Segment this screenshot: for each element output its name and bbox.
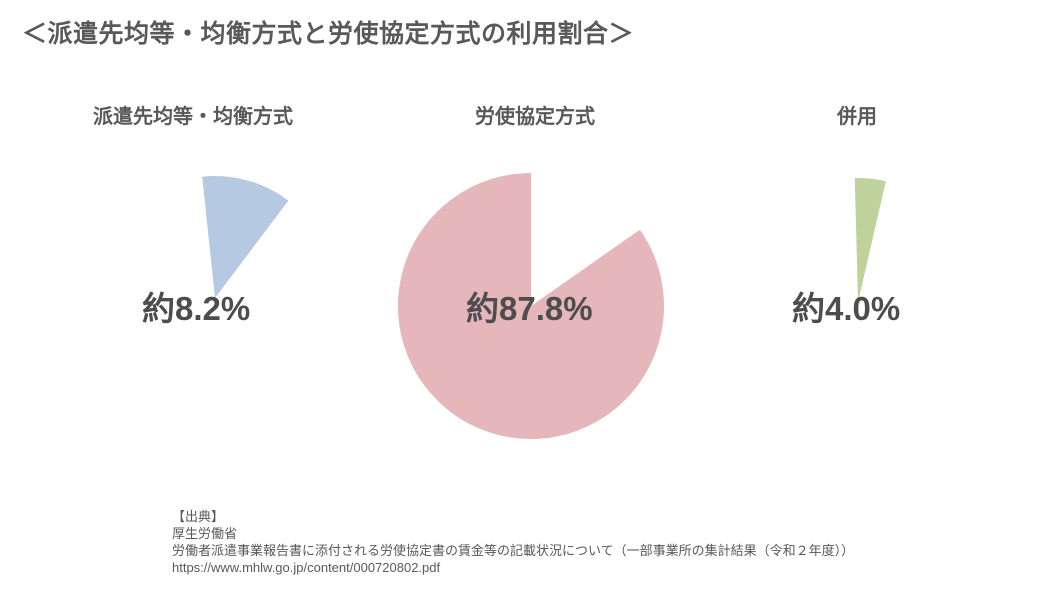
data-label-combined-use: 約4.0%: [792, 290, 901, 327]
data-label-labor-management-agreement-method: 約87.8%: [466, 290, 593, 327]
data-label-equal-balance-method: 約8.2%: [142, 290, 251, 327]
pie-slice-1: [202, 176, 289, 298]
source-heading: 【出典】: [172, 509, 225, 524]
page-title: ＜派遣先均等・均衡方式と労使協定方式の利用割合＞: [22, 20, 635, 48]
chart-title-labor-management-agreement-method: 労使協定方式: [475, 106, 595, 128]
source-url: https://www.mhlw.go.jp/content/000720802…: [172, 560, 441, 575]
source-document-title: 労働者派遣事業報告書に添付される労使協定書の賃金等の記載状況について（一部事業所…: [172, 543, 855, 558]
pie-slice-2: [397, 173, 664, 439]
source-citation: 【出典】 厚生労働省 労働者派遣事業報告書に添付される労使協定書の賃金等の記載状…: [172, 508, 854, 576]
source-organization: 厚生労働省: [172, 526, 238, 541]
chart-title-combined-use: 併用: [837, 106, 877, 128]
pie-slice-3: [854, 177, 886, 302]
chart-title-equal-balance-method: 派遣先均等・均衡方式: [93, 106, 293, 128]
